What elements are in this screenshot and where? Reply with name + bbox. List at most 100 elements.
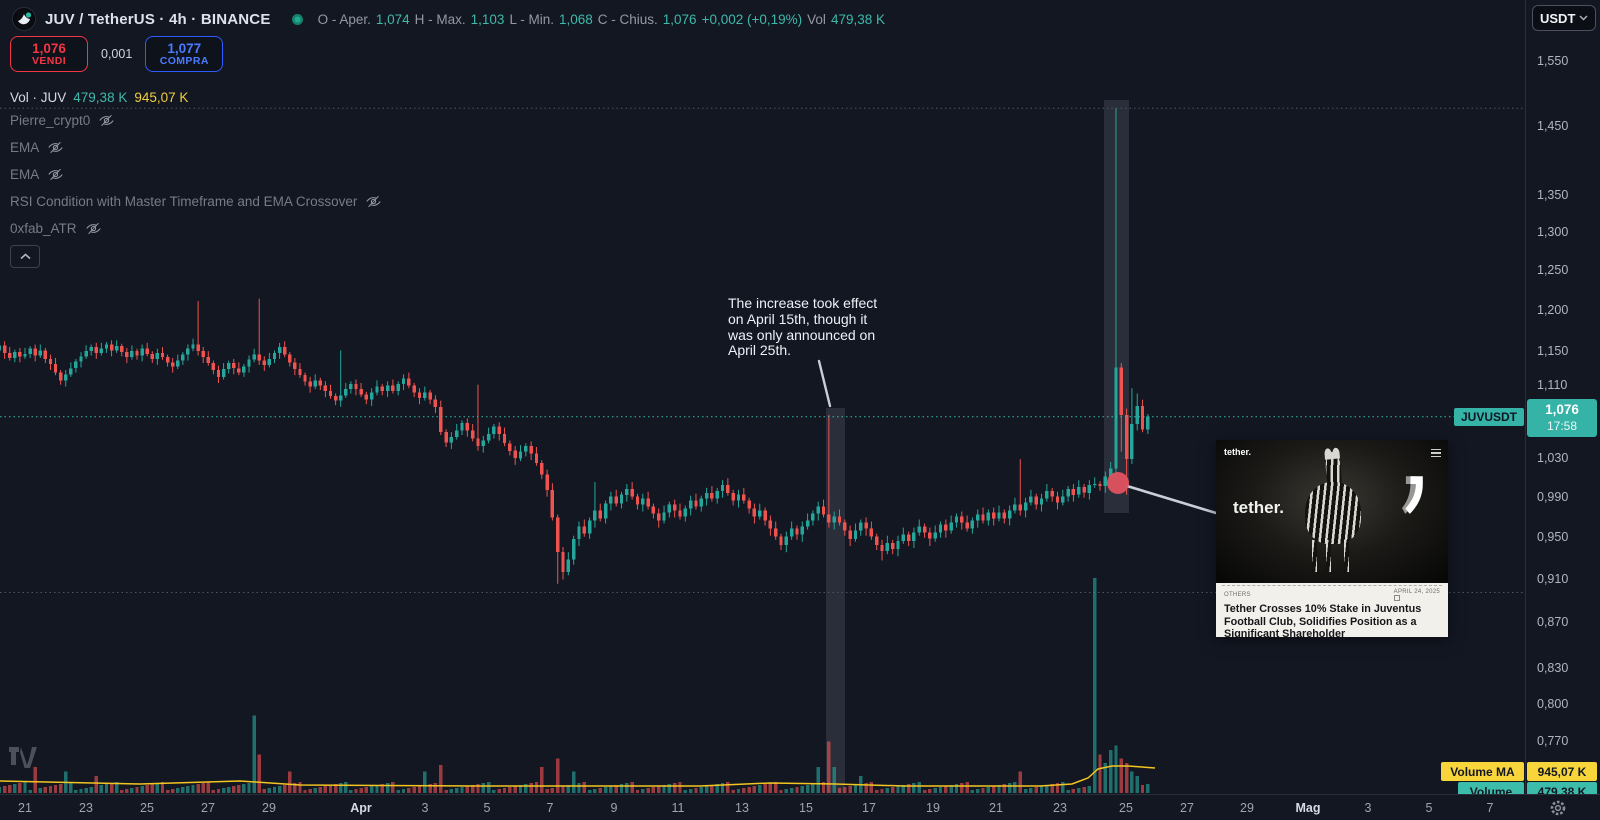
indicator-row-ema[interactable]: EMA [10, 137, 64, 157]
price-tick-0_800: 0,800 [1537, 696, 1569, 711]
time-tick-mag: Mag [1295, 801, 1321, 815]
time-tick-21: 21 [989, 801, 1003, 815]
highlight-bands [826, 100, 1129, 793]
time-tick-21: 21 [18, 801, 32, 815]
eye-off-icon[interactable] [365, 193, 382, 210]
low-value: 1,068 [558, 11, 593, 27]
news-card[interactable]: tether. tether. OTHERS APRIL 24, 2025 [1216, 440, 1448, 640]
candlestick-series [0, 108, 1150, 584]
price-tick-1_350: 1,350 [1537, 188, 1569, 203]
news-category: OTHERS [1224, 592, 1251, 598]
indicator-label: Pierre_crypt0 [10, 112, 91, 128]
price-tick-0_870: 0,870 [1537, 615, 1569, 630]
indicator-row-pierre-crypt0[interactable]: Pierre_crypt0 [10, 110, 115, 130]
spread-value: 0,001 [101, 47, 133, 61]
zebra-illustration [1302, 447, 1364, 576]
share-icon [1393, 595, 1400, 601]
trade-panel: 1,076 VENDI 0,001 1,077 COMPRA [10, 36, 224, 72]
currency-dropdown[interactable]: USDT [1532, 5, 1596, 31]
buy-button[interactable]: 1,077 COMPRA [145, 36, 224, 72]
indicator-label: 0xfab_ATR [10, 220, 77, 236]
indicator-row-0xfab-atr[interactable]: 0xfab_ATR [10, 218, 102, 238]
candlestick-chart[interactable] [0, 0, 1526, 794]
volume-ma-label: Volume MA [1441, 762, 1524, 781]
eye-off-icon[interactable] [85, 220, 102, 237]
highlight-band [826, 408, 845, 793]
time-axis[interactable] [0, 794, 1600, 820]
time-tick-9: 9 [610, 801, 618, 815]
time-tick-13: 13 [735, 801, 749, 815]
time-tick-5: 5 [1425, 801, 1433, 815]
high-label: H - Max. [414, 11, 466, 27]
close-label: C - Chius. [597, 11, 658, 27]
eye-off-icon[interactable] [98, 112, 115, 129]
indicator-label: EMA [10, 139, 40, 155]
news-card-text: OTHERS APRIL 24, 2025 Tether Crosses 10%… [1216, 583, 1448, 640]
price-tick-0_990: 0,990 [1537, 489, 1569, 504]
price-tick-0_950: 0,950 [1537, 529, 1569, 544]
news-connector-line[interactable] [1125, 484, 1218, 515]
annotation-line: was only announced on [728, 326, 876, 343]
time-tick-25: 25 [140, 801, 154, 815]
price-tick-1_250: 1,250 [1537, 263, 1569, 278]
indicator-label: EMA [10, 166, 40, 182]
gear-icon[interactable] [1549, 799, 1567, 817]
time-tick-7: 7 [546, 801, 554, 815]
time-tick-15: 15 [799, 801, 813, 815]
buy-label: COMPRA [159, 54, 209, 67]
annotation-line: April 25th. [728, 342, 792, 359]
volume-ma-value: 945,07 K [1527, 762, 1597, 781]
open-label: O - Aper. [317, 11, 371, 27]
volume-legend-label[interactable]: Vol · JUV [10, 90, 67, 105]
price-tick-1_030: 1,030 [1537, 451, 1569, 466]
chart-header: JUV / TetherUS · 4h · BINANCE O - Aper. … [12, 7, 885, 31]
sell-button[interactable]: 1,076 VENDI [10, 36, 88, 72]
chart-annotation-text[interactable]: The increase took effect on April 15th, t… [728, 295, 878, 359]
ohlc-readout: O - Aper. 1,074 H - Max. 1,103 L - Min. … [318, 12, 885, 27]
change-value: +0,002 (+0,19%) [701, 11, 803, 27]
chevron-down-icon [1579, 15, 1588, 21]
menu-icon [1431, 449, 1441, 459]
price-axis-border [1525, 0, 1526, 820]
annotation-pointer-line[interactable] [817, 359, 832, 408]
tether-wordmark: tether. [1233, 498, 1285, 517]
news-date: APRIL 24, 2025 [1393, 589, 1440, 595]
buy-price: 1,077 [167, 40, 202, 56]
low-label: L - Min. [509, 11, 554, 27]
price-tick-1_300: 1,300 [1537, 224, 1569, 239]
volume-series [0, 578, 1150, 793]
volume-legend-ma-value: 945,07 K [134, 90, 189, 105]
price-tick-1_450: 1,450 [1537, 118, 1569, 133]
collapse-legend-button[interactable] [10, 245, 40, 268]
last-price-value: 1,076 [1545, 402, 1579, 418]
time-tick-19: 19 [926, 801, 940, 815]
indicator-row-rsi-condition-with-master-timeframe-and-ema-crossover[interactable]: RSI Condition with Master Timeframe and … [10, 191, 382, 211]
price-tick-1_550: 1,550 [1537, 54, 1569, 69]
eye-off-icon[interactable] [47, 139, 64, 156]
price-tick-1_110: 1,110 [1537, 378, 1568, 393]
time-tick-17: 17 [862, 801, 876, 815]
annotation-line: The increase took effect [728, 295, 878, 311]
price-tick-1_150: 1,150 [1537, 344, 1569, 359]
time-tick-25: 25 [1119, 801, 1133, 815]
time-tick-3: 3 [421, 801, 429, 815]
volume-legend: Vol · JUV 479,38 K 945,07 K [10, 90, 188, 105]
price-tick-0_770: 0,770 [1537, 733, 1569, 748]
time-tick-5: 5 [483, 801, 491, 815]
event-marker-dot[interactable] [1107, 472, 1129, 494]
sell-price: 1,076 [32, 40, 66, 56]
market-status-dot[interactable] [291, 13, 303, 25]
indicator-row-ema[interactable]: EMA [10, 164, 64, 184]
tether-logo-small: tether. [1224, 447, 1252, 457]
chevron-up-icon [19, 253, 31, 260]
time-tick-apr: Apr [350, 801, 372, 815]
currency-value: USDT [1540, 10, 1576, 26]
symbol-title[interactable]: JUV / TetherUS · 4h · BINANCE [45, 10, 271, 28]
last-price-label: 1,076 17:58 [1527, 399, 1597, 437]
time-tick-27: 27 [201, 801, 215, 815]
price-tick-0_830: 0,830 [1537, 660, 1569, 675]
eye-off-icon[interactable] [47, 166, 64, 183]
volume-value: 479,38 K [830, 11, 885, 27]
sell-label: VENDI [31, 54, 67, 67]
